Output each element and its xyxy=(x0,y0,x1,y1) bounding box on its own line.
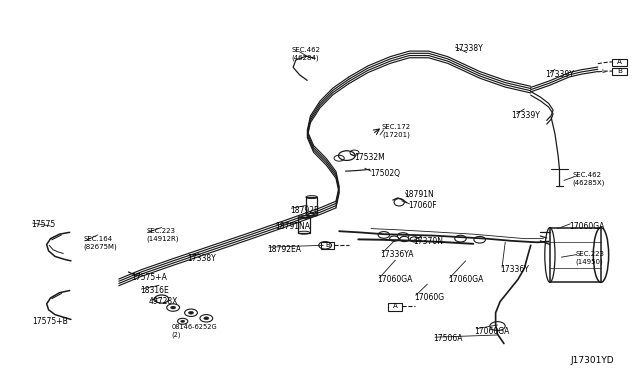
Text: 17060GA: 17060GA xyxy=(569,221,604,231)
Text: J17301YD: J17301YD xyxy=(570,356,614,365)
Bar xyxy=(298,217,310,233)
Text: SEC.462
(46285X): SEC.462 (46285X) xyxy=(572,171,605,186)
Text: SEC.164
(82675M): SEC.164 (82675M) xyxy=(84,237,118,250)
Circle shape xyxy=(410,237,419,242)
Text: 17336Y: 17336Y xyxy=(500,265,529,274)
Text: 17575+A: 17575+A xyxy=(132,273,168,282)
Text: 17575: 17575 xyxy=(31,220,56,229)
Text: 18792EA: 18792EA xyxy=(268,244,301,253)
Text: 18792E: 18792E xyxy=(290,206,319,215)
Text: A: A xyxy=(617,59,622,65)
Text: SEC.462
(46284): SEC.462 (46284) xyxy=(291,48,320,61)
Circle shape xyxy=(171,306,175,309)
Circle shape xyxy=(390,236,399,241)
Text: B: B xyxy=(325,242,330,248)
Text: 49728X: 49728X xyxy=(149,297,178,306)
Text: 17060F: 17060F xyxy=(408,201,436,210)
Text: SEC.223
(14912R): SEC.223 (14912R) xyxy=(147,228,179,242)
Text: 17060G: 17060G xyxy=(414,293,444,302)
Text: A: A xyxy=(393,304,397,310)
Text: 17506A: 17506A xyxy=(434,334,463,343)
Text: 17532M: 17532M xyxy=(354,153,385,161)
Text: 17060GA: 17060GA xyxy=(448,275,483,284)
Text: 17060GA: 17060GA xyxy=(378,275,413,284)
Text: SEC.223
(14950): SEC.223 (14950) xyxy=(575,251,604,265)
Text: 18316E: 18316E xyxy=(140,286,169,295)
Bar xyxy=(306,197,317,215)
Text: 17339Y: 17339Y xyxy=(511,111,540,120)
Text: B: B xyxy=(617,68,622,74)
Bar xyxy=(550,228,601,282)
Text: 17060GA: 17060GA xyxy=(474,327,510,336)
Text: 17575+B: 17575+B xyxy=(33,317,68,326)
Circle shape xyxy=(188,311,193,314)
Text: 17336YA: 17336YA xyxy=(381,250,414,259)
Text: 17339Y: 17339Y xyxy=(545,70,573,79)
Text: 17502Q: 17502Q xyxy=(370,169,400,177)
Bar xyxy=(321,241,334,249)
Bar xyxy=(612,68,627,75)
Circle shape xyxy=(400,236,409,241)
Text: 17338Y: 17338Y xyxy=(187,254,216,263)
Text: L-: L- xyxy=(602,69,607,74)
Text: 08146-6252G
(2): 08146-6252G (2) xyxy=(172,324,218,338)
Text: 18791NA: 18791NA xyxy=(275,222,310,231)
Bar xyxy=(388,303,402,311)
Text: 18791N: 18791N xyxy=(404,190,434,199)
Circle shape xyxy=(180,320,185,323)
Bar xyxy=(612,59,627,65)
Circle shape xyxy=(204,317,209,320)
Text: SEC.172
(17201): SEC.172 (17201) xyxy=(382,124,411,138)
Text: 17370N: 17370N xyxy=(413,237,444,246)
Text: 17338Y: 17338Y xyxy=(454,44,483,53)
